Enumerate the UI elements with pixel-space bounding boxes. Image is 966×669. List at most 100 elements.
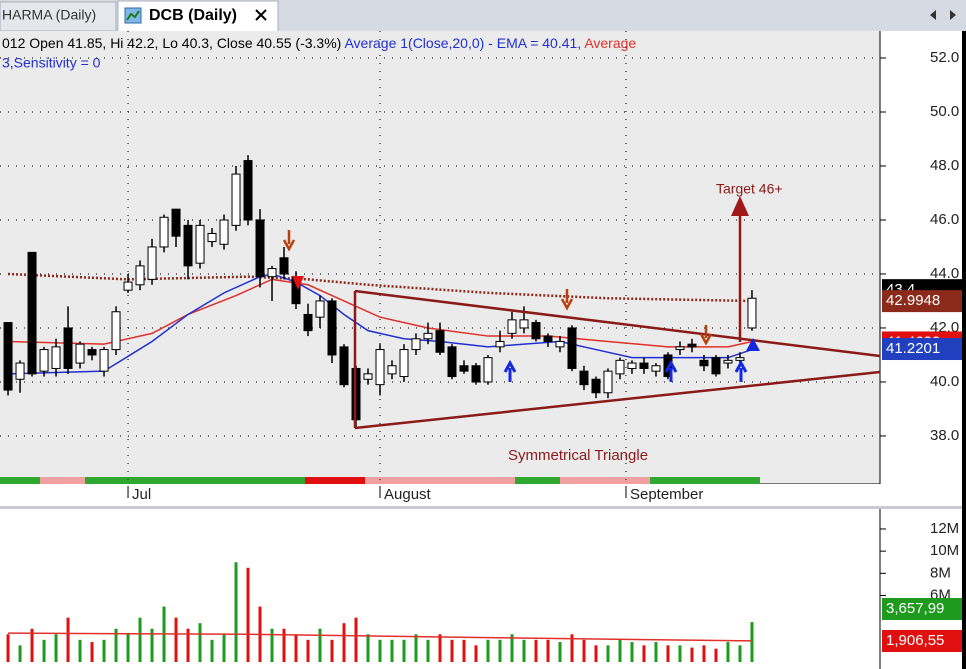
tab-label[interactable]: DCB (Daily) xyxy=(149,7,237,24)
candle-body xyxy=(363,373,373,380)
candle-body xyxy=(471,365,481,383)
tab-close[interactable] xyxy=(255,9,267,21)
candle-body xyxy=(507,319,517,334)
ema-text: Average 1(Close,20,0) - EMA = 40.41, xyxy=(344,35,581,51)
candle-body xyxy=(591,378,601,394)
price-box-label: 41.2201 xyxy=(886,340,940,357)
candle-body xyxy=(639,362,649,369)
y-tick-label: 48.0 xyxy=(930,157,959,174)
pattern xyxy=(353,212,881,430)
candle-body xyxy=(27,251,37,375)
candle-body xyxy=(15,362,25,380)
candle-body xyxy=(519,319,529,329)
candle-body xyxy=(207,232,217,243)
candle-body xyxy=(135,265,145,286)
volume-box-label: 1,906,55 xyxy=(886,632,944,649)
y-tick-label: 52.0 xyxy=(930,49,959,66)
candle-body xyxy=(543,335,553,342)
volume-box xyxy=(882,630,962,652)
signal-arrows xyxy=(282,230,760,382)
candle-body xyxy=(747,297,757,329)
volume-box-label: 3,657,99 xyxy=(886,600,944,617)
candle-body xyxy=(339,346,349,386)
average-line xyxy=(8,278,753,348)
candle-body xyxy=(675,346,685,351)
candle-body xyxy=(495,340,505,348)
candle-body xyxy=(615,359,625,375)
y-tick-label: 12M xyxy=(930,520,959,537)
candle-body xyxy=(39,349,49,372)
price-plot xyxy=(0,31,880,662)
candle-body xyxy=(723,359,733,364)
tab-icon xyxy=(126,10,140,21)
splitter xyxy=(0,506,966,509)
candle-body xyxy=(51,346,61,369)
candle-body xyxy=(183,224,193,267)
tab-label[interactable]: HARMA (Daily) xyxy=(2,7,96,23)
scroll-left[interactable] xyxy=(930,10,936,20)
average-line xyxy=(8,273,753,375)
price-box-label: 42.9948 xyxy=(886,292,940,309)
candle-body xyxy=(651,365,661,372)
candle-body xyxy=(171,208,181,237)
tab[interactable] xyxy=(0,1,117,32)
x-tick-label: Jul xyxy=(132,486,151,503)
candle-body xyxy=(579,370,589,386)
y-tick-label: 8M xyxy=(930,564,951,581)
average-text: Average xyxy=(584,35,636,51)
target-arrowhead xyxy=(731,196,749,216)
y-tick-label: 38.0 xyxy=(930,427,959,444)
annotation: Target 46+ xyxy=(716,181,783,197)
candle-body xyxy=(555,340,565,348)
candle-body xyxy=(243,160,253,221)
y-tick-label: 10M xyxy=(930,542,959,559)
scroll-right[interactable] xyxy=(950,10,956,20)
candle-body xyxy=(327,300,337,356)
candle-body xyxy=(627,362,637,369)
candle-body xyxy=(3,322,13,391)
candle-body xyxy=(375,349,385,386)
candle-body xyxy=(99,349,109,372)
candle-body xyxy=(711,357,721,375)
candle-body xyxy=(435,330,445,353)
candle-body xyxy=(111,311,121,351)
date-axis xyxy=(0,484,966,506)
candle-body xyxy=(267,268,277,278)
candle-body xyxy=(459,365,469,372)
candle-body xyxy=(483,357,493,383)
annotation: Symmetrical Triangle xyxy=(508,447,648,464)
x-tick-label: August xyxy=(384,486,432,503)
candle-body xyxy=(123,281,133,291)
candle-body xyxy=(255,219,265,278)
candle-body xyxy=(735,357,745,361)
candle-body xyxy=(567,327,577,369)
ohlc-text: 012 Open 41.85, Hi 42.2, Lo 40.3, Close … xyxy=(2,35,341,51)
candle-body xyxy=(303,313,313,332)
candle-body xyxy=(63,327,73,369)
x-tick-label: September xyxy=(630,486,703,503)
candle-body xyxy=(87,349,97,356)
volume-average xyxy=(8,632,752,642)
y-tick-label: 46.0 xyxy=(930,211,959,228)
sensitivity-text: 3,Sensitivity = 0 xyxy=(2,55,101,71)
y-tick-label: 44.0 xyxy=(930,265,959,282)
frame xyxy=(962,31,966,669)
candle-body xyxy=(423,332,433,340)
candle-body xyxy=(411,338,421,351)
price-panel xyxy=(0,31,880,484)
candle-body xyxy=(687,343,697,348)
candle-body xyxy=(147,246,157,280)
candle-body xyxy=(219,219,229,245)
candle-body xyxy=(195,224,205,264)
candle-body xyxy=(387,365,397,375)
header-line: 012 Open 41.85, Hi 42.2, Lo 40.3, Close … xyxy=(2,35,636,51)
candle-body xyxy=(75,343,85,364)
volume-box xyxy=(882,598,962,620)
candle-body xyxy=(315,300,325,318)
candle-body xyxy=(447,346,457,378)
candle-body xyxy=(399,349,409,378)
status-strip xyxy=(0,477,760,484)
candle-body xyxy=(531,322,541,340)
